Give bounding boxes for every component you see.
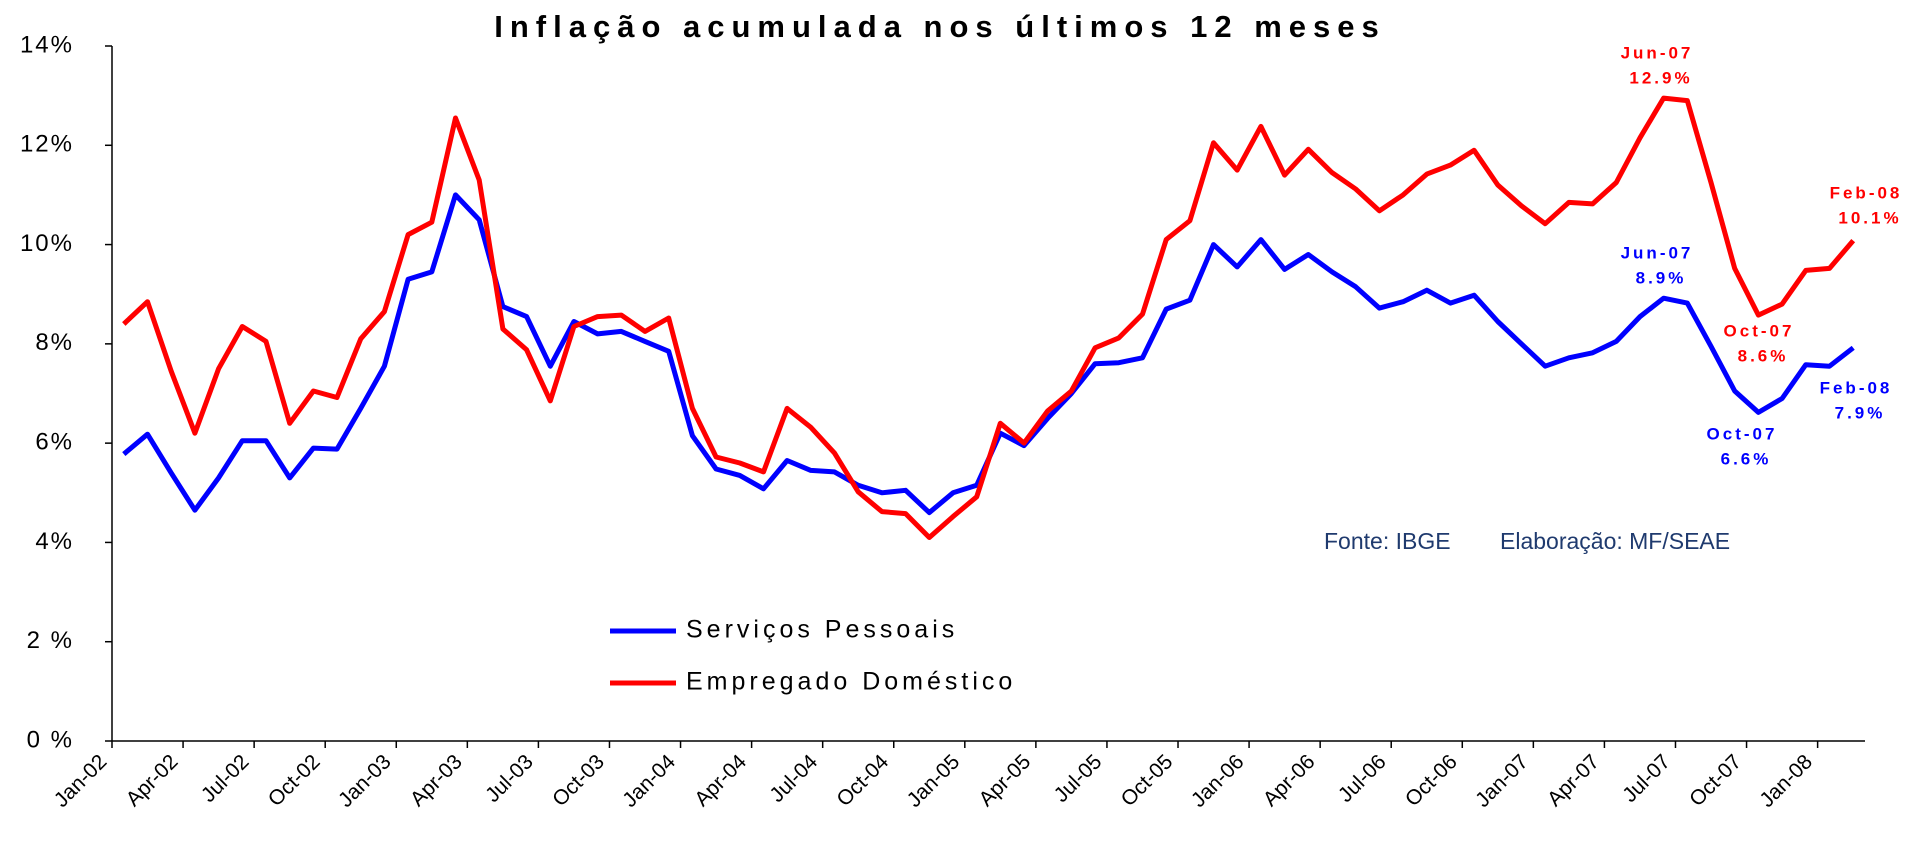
x-tick-label: Apr-02 — [122, 750, 183, 811]
annotation-value: 12.9% — [1629, 68, 1692, 87]
x-tick-label: Jan-03 — [334, 750, 396, 812]
y-tick-label: 12% — [20, 131, 74, 158]
x-tick-label: Jan-08 — [1755, 750, 1817, 812]
x-tick-label: Oct-07 — [1685, 750, 1746, 811]
annotation-date: Jun-07 — [1621, 243, 1694, 262]
annotation-value: 8.9% — [1636, 268, 1687, 287]
x-tick-label: Jan-07 — [1471, 750, 1533, 812]
annotation-value: 10.1% — [1838, 208, 1901, 227]
annotation-date: Jun-07 — [1621, 43, 1694, 62]
legend-label: Serviços Pessoais — [686, 616, 958, 644]
legend-label: Empregado Doméstico — [686, 668, 1016, 696]
y-tick-label: 10% — [20, 230, 74, 257]
source-note: Fonte: IBGE — [1324, 528, 1451, 554]
x-tick-label: Jul-02 — [197, 750, 254, 807]
x-tick-label: Apr-06 — [1259, 750, 1320, 811]
y-tick-label: 6% — [35, 428, 74, 455]
x-tick-label: Oct-04 — [832, 750, 893, 811]
x-tick-label: Jan-06 — [1187, 750, 1249, 812]
annotation-date: Oct-07 — [1707, 424, 1778, 443]
annotation-date: Feb-08 — [1830, 183, 1903, 202]
x-tick-label: Jul-04 — [765, 750, 822, 807]
x-tick-label: Oct-03 — [548, 750, 609, 811]
y-tick-label: 2 % — [27, 627, 74, 654]
y-tick-label: 14% — [20, 31, 74, 58]
x-tick-label: Oct-02 — [264, 750, 325, 811]
x-tick-label: Jul-05 — [1050, 750, 1107, 807]
y-tick-label: 0 % — [27, 726, 74, 753]
x-tick-label: Jul-07 — [1618, 750, 1675, 807]
annotation-date: Feb-08 — [1820, 378, 1893, 397]
annotation-value: 6.6% — [1721, 449, 1772, 468]
x-tick-label: Jul-06 — [1334, 750, 1391, 807]
x-tick-label: Jan-04 — [618, 750, 680, 812]
x-tick-label: Jan-05 — [903, 750, 965, 812]
chart-title: Inflação acumulada nos últimos 12 meses — [494, 9, 1386, 44]
x-tick-label: Jul-03 — [481, 750, 538, 807]
annotation-date: Oct-07 — [1724, 321, 1795, 340]
x-tick-label: Apr-07 — [1543, 750, 1604, 811]
series-line — [122, 95, 1856, 540]
annotation-value: 8.6% — [1738, 346, 1789, 365]
x-tick-label: Oct-05 — [1117, 750, 1178, 811]
x-tick-label: Jan-02 — [50, 750, 112, 812]
annotation-value: 7.9% — [1835, 403, 1886, 422]
x-tick-label: Apr-04 — [690, 750, 751, 811]
x-tick-label: Oct-06 — [1401, 750, 1462, 811]
x-tick-label: Apr-03 — [406, 750, 467, 811]
y-tick-label: 8% — [35, 329, 74, 356]
x-tick-label: Apr-05 — [975, 750, 1036, 811]
credit-note: Elaboração: MF/SEAE — [1500, 528, 1730, 554]
y-tick-label: 4% — [35, 528, 74, 555]
